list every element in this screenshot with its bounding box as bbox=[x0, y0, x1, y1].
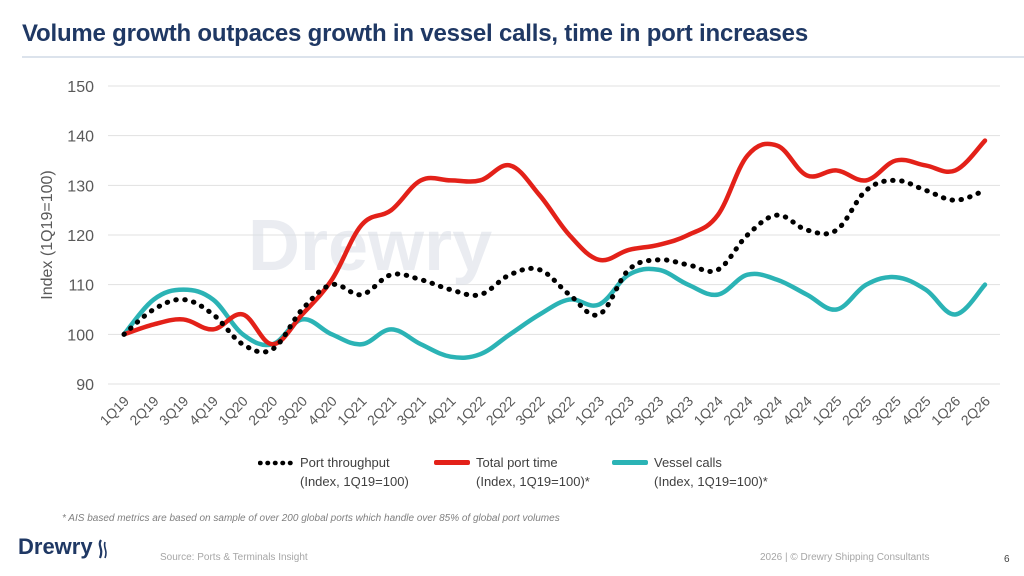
x-tick-label: 3Q23 bbox=[631, 393, 667, 429]
x-tick-label: 2Q23 bbox=[601, 393, 637, 429]
y-axis-label: Index (1Q19=100) bbox=[39, 170, 56, 299]
y-tick-label: 150 bbox=[67, 79, 94, 96]
x-tick-label: 2Q25 bbox=[839, 393, 875, 429]
legend-swatch-dotted bbox=[258, 460, 294, 466]
x-tick-label: 1Q22 bbox=[453, 393, 489, 429]
flame-icon bbox=[98, 539, 107, 559]
x-tick-label: 1Q24 bbox=[690, 393, 726, 429]
x-tick-label: 1Q25 bbox=[809, 393, 845, 429]
y-tick-label: 120 bbox=[67, 228, 94, 245]
x-tick-label: 4Q21 bbox=[423, 393, 459, 429]
legend-label: Vessel calls (Index, 1Q19=100)* bbox=[654, 453, 834, 491]
x-tick-label: 2Q21 bbox=[364, 393, 400, 429]
x-tick-label: 2Q19 bbox=[126, 393, 162, 429]
x-tick-labels: 1Q192Q193Q194Q191Q202Q203Q204Q201Q212Q21… bbox=[97, 393, 994, 429]
x-tick-label: 3Q22 bbox=[512, 393, 548, 429]
slide-title: Volume growth outpaces growth in vessel … bbox=[22, 20, 808, 47]
legend-label-unit: (Index, 1Q19=100) bbox=[300, 474, 409, 489]
x-tick-label: 2Q20 bbox=[245, 393, 281, 429]
legend-label-name: Total port time bbox=[476, 455, 558, 470]
x-tick-label: 2Q24 bbox=[720, 393, 756, 429]
series-line-port-throughput bbox=[121, 177, 988, 355]
gridlines bbox=[108, 85, 1000, 385]
title-divider bbox=[22, 56, 1024, 58]
y-tick-label: 100 bbox=[67, 327, 94, 344]
legend-label: Total port time (Index, 1Q19=100)* bbox=[476, 453, 656, 491]
x-tick-label: 2Q26 bbox=[958, 393, 994, 429]
legend-label-name: Vessel calls bbox=[654, 455, 722, 470]
y-tick-label: 130 bbox=[67, 178, 94, 195]
x-tick-label: 3Q21 bbox=[393, 393, 429, 429]
copyright: 2026 | © Drewry Shipping Consultants bbox=[760, 552, 930, 563]
x-tick-label: 1Q21 bbox=[334, 393, 370, 429]
y-tick-label: 110 bbox=[68, 278, 94, 295]
legend-label-unit: (Index, 1Q19=100)* bbox=[654, 474, 768, 489]
legend-swatch-red bbox=[434, 460, 470, 465]
legend: Port throughput (Index, 1Q19=100) Total … bbox=[0, 453, 1024, 496]
drewry-logo: Drewry bbox=[18, 534, 109, 560]
x-tick-label: 4Q24 bbox=[779, 393, 815, 429]
x-tick-label: 1Q20 bbox=[215, 393, 251, 429]
series-line-total-port-time bbox=[121, 138, 988, 347]
x-tick-label: 4Q22 bbox=[542, 393, 578, 429]
x-tick-label: 3Q24 bbox=[750, 393, 786, 429]
footnote: * AIS based metrics are based on sample … bbox=[62, 513, 560, 524]
legend-label-name: Port throughput bbox=[300, 455, 390, 470]
y-tick-labels: 90 100 110 120 130 140 150 bbox=[67, 79, 94, 394]
x-tick-label: 4Q20 bbox=[304, 393, 340, 429]
x-tick-label: 2Q22 bbox=[483, 393, 519, 429]
x-tick-label: 1Q23 bbox=[572, 393, 608, 429]
x-tick-label: 4Q23 bbox=[661, 393, 697, 429]
legend-label: Port throughput (Index, 1Q19=100) bbox=[300, 453, 480, 491]
y-tick-label: 90 bbox=[76, 377, 94, 394]
x-tick-label: 4Q25 bbox=[898, 393, 934, 429]
x-tick-label: 4Q19 bbox=[186, 393, 222, 429]
x-tick-label: 3Q25 bbox=[869, 393, 905, 429]
page-number: 6 bbox=[1004, 554, 1010, 565]
logo-text: Drewry bbox=[18, 534, 93, 559]
x-tick-label: 1Q26 bbox=[928, 393, 964, 429]
x-tick-label: 3Q19 bbox=[156, 393, 192, 429]
series-layer bbox=[121, 138, 988, 360]
x-tick-label: 1Q19 bbox=[97, 393, 133, 429]
legend-swatch-teal bbox=[612, 460, 648, 465]
x-tick-label: 3Q20 bbox=[275, 393, 311, 429]
source-note: Source: Ports & Terminals Insight bbox=[160, 552, 308, 563]
y-tick-label: 140 bbox=[67, 129, 94, 146]
legend-label-unit: (Index, 1Q19=100)* bbox=[476, 474, 590, 489]
